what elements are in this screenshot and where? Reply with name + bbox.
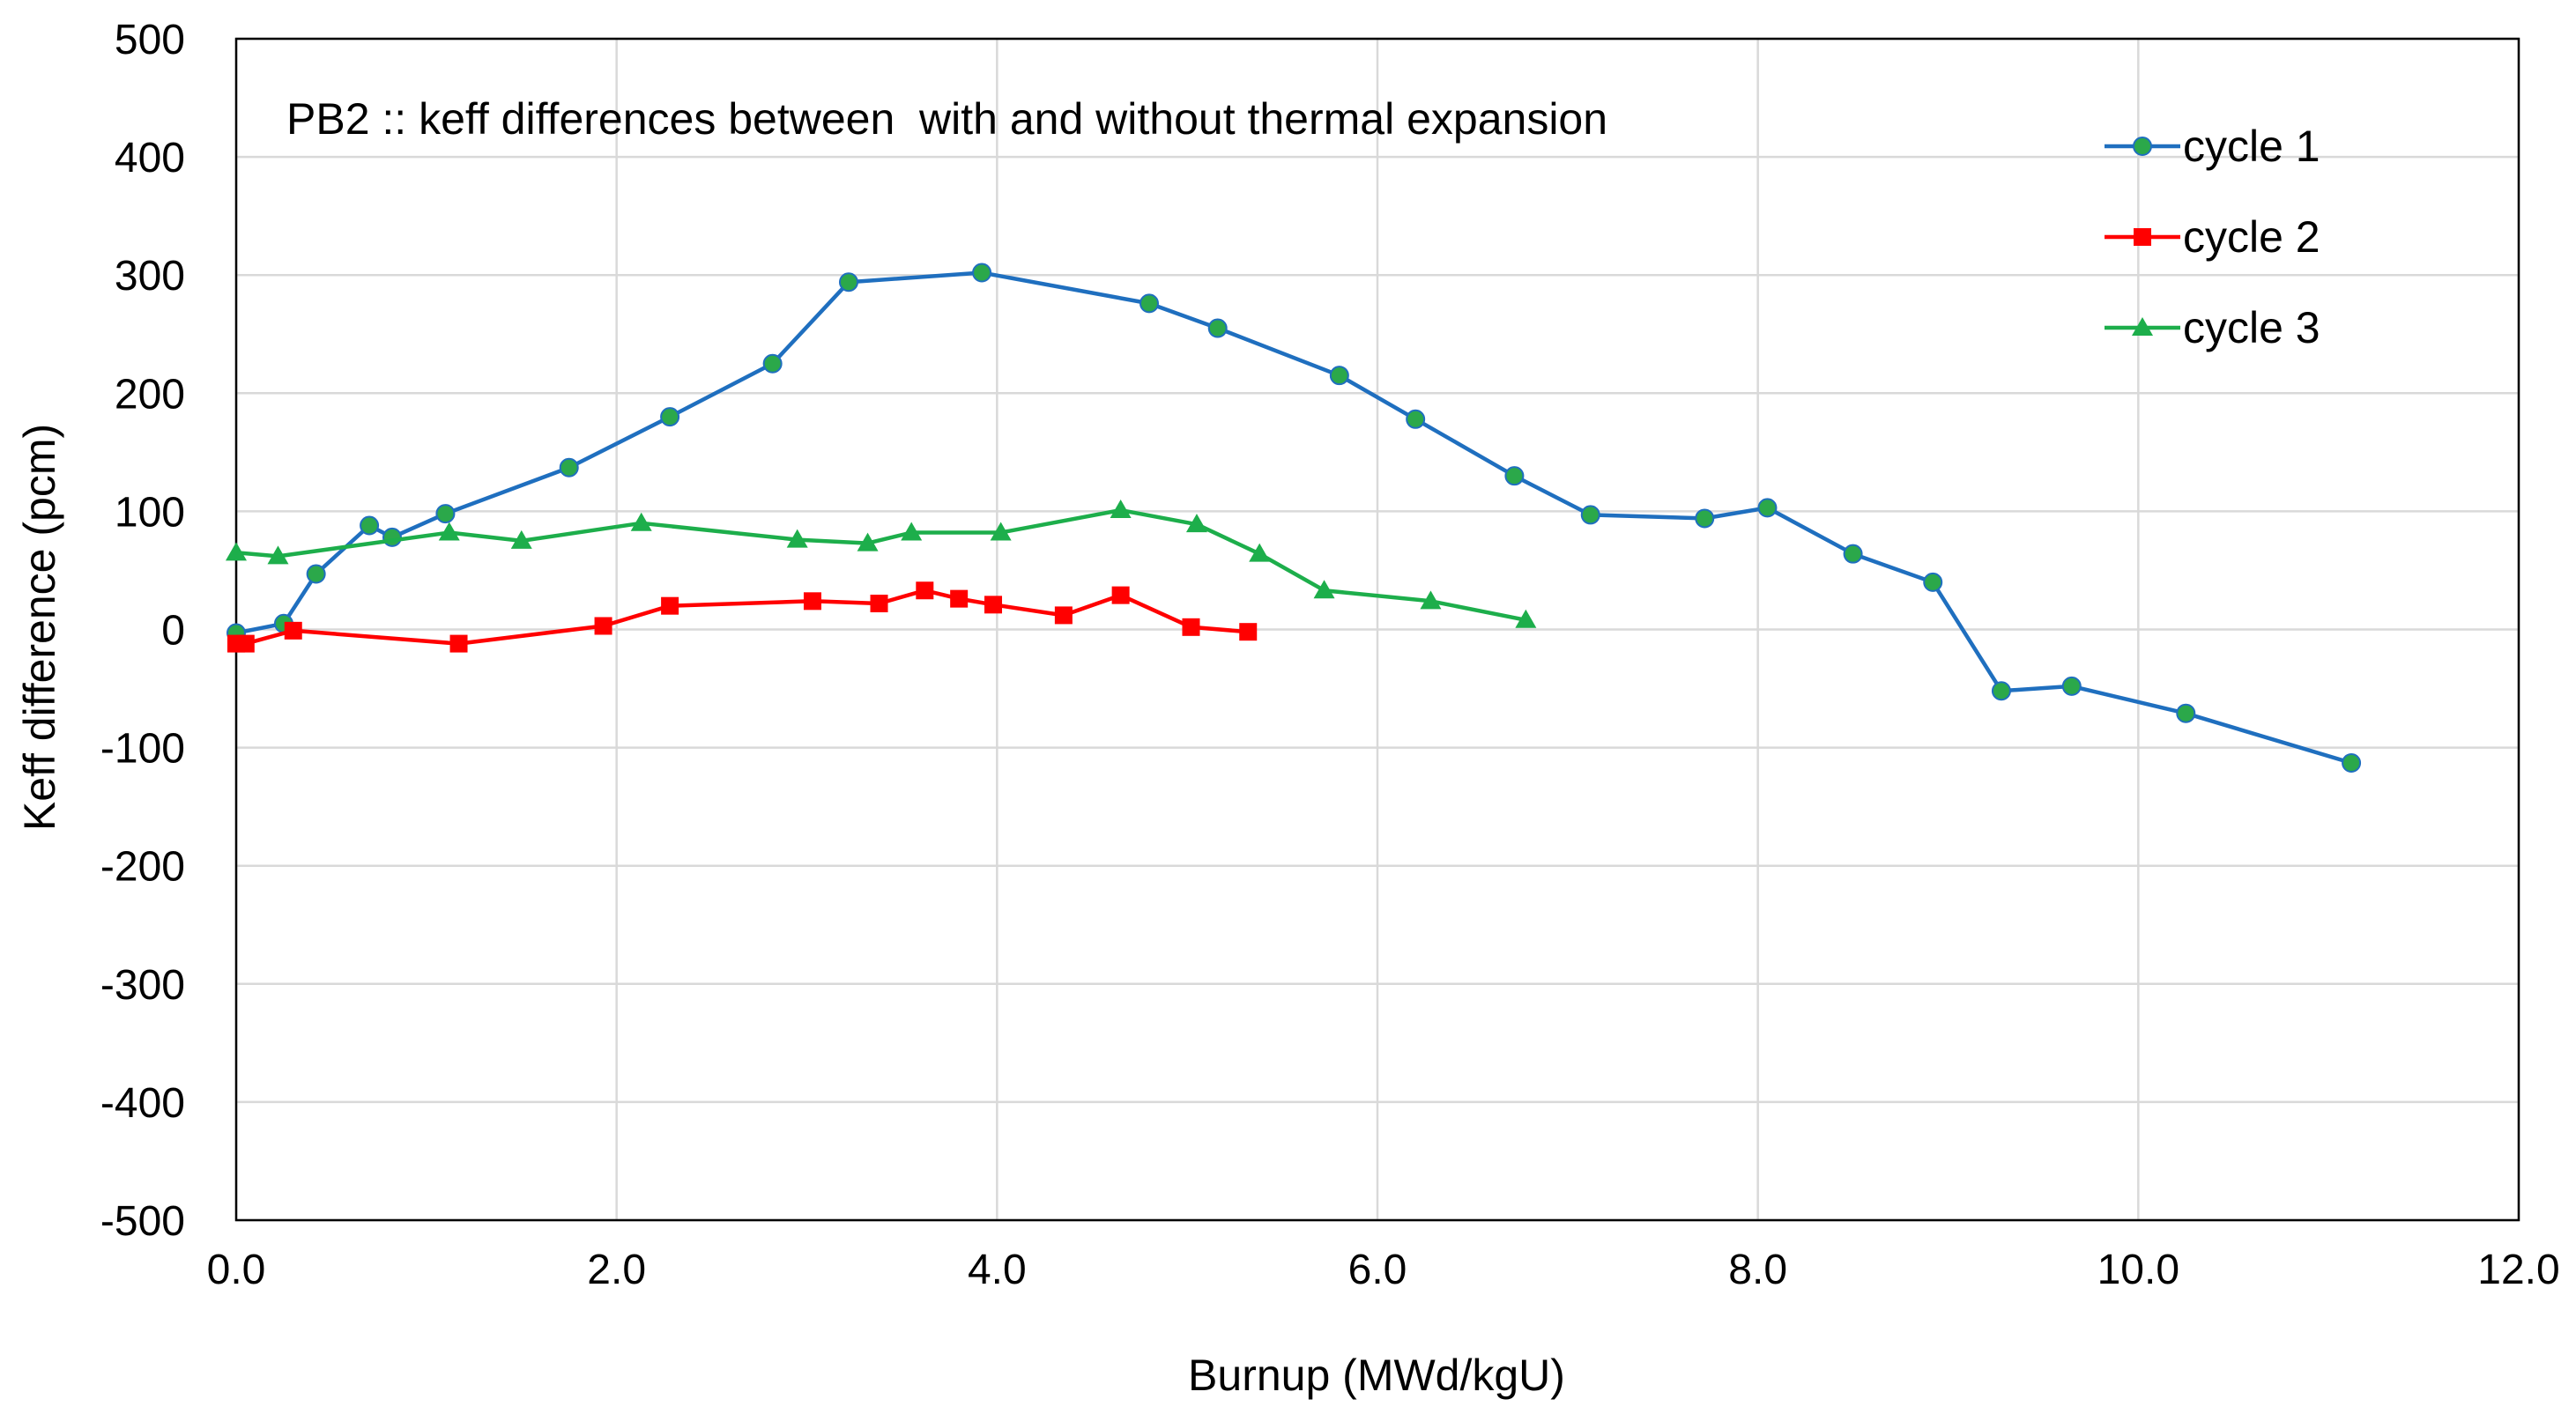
y-tick-label: 0 <box>161 608 185 655</box>
data-point <box>870 594 888 612</box>
series <box>226 263 2362 774</box>
legend-item: cycle 2 <box>2105 212 2320 262</box>
data-point <box>1757 498 1778 518</box>
y-tick-label: -100 <box>100 726 185 773</box>
data-point <box>786 529 808 548</box>
x-tick-label: 0.0 <box>207 1247 266 1293</box>
data-point <box>559 457 579 478</box>
data-point <box>972 263 992 283</box>
data-point <box>1239 623 1258 641</box>
data-point <box>1111 586 1130 604</box>
legend-item: cycle 3 <box>2105 303 2320 352</box>
data-point <box>594 617 612 635</box>
series-cycle-1 <box>226 263 2362 774</box>
y-tick-label: 500 <box>115 17 185 63</box>
series-cycle-2 <box>227 581 1258 653</box>
y-tick-label: -200 <box>100 844 185 891</box>
chart-title: PB2 :: keff differences between with and… <box>286 94 1607 144</box>
data-point <box>1923 572 1943 592</box>
data-point <box>950 589 969 608</box>
x-tick-label: 12.0 <box>2477 1247 2559 1293</box>
data-point <box>2176 703 2196 723</box>
data-point <box>226 542 247 561</box>
y-tick-label: 400 <box>115 135 185 181</box>
data-point <box>1329 366 1349 386</box>
y-tick-label: 300 <box>115 253 185 300</box>
x-tick-label: 8.0 <box>1728 1247 1787 1293</box>
x-tick-label: 6.0 <box>1348 1247 1407 1293</box>
data-point <box>901 522 923 541</box>
y-tick-label: 100 <box>115 489 185 536</box>
y-tick-label: -500 <box>100 1198 185 1245</box>
data-point <box>984 596 1003 614</box>
data-point <box>267 545 289 565</box>
data-point <box>838 272 858 292</box>
data-point <box>1110 500 1132 519</box>
legend-label: cycle 1 <box>2183 122 2320 171</box>
data-point <box>1695 508 1715 529</box>
data-point <box>1420 590 1442 610</box>
data-point <box>449 634 468 653</box>
data-point <box>1249 543 1271 562</box>
legend-item: cycle 1 <box>2105 122 2320 171</box>
data-point <box>360 515 380 536</box>
data-point <box>630 512 652 531</box>
legend-label: cycle 2 <box>2183 212 2320 262</box>
data-point <box>435 504 456 524</box>
data-point <box>382 527 402 547</box>
data-point <box>1843 544 1863 564</box>
y-tick-label: -400 <box>100 1080 185 1127</box>
data-point <box>1991 681 2011 701</box>
legend-marker <box>2133 137 2152 156</box>
legend-marker <box>2132 317 2153 336</box>
data-point <box>1185 514 1207 533</box>
data-point <box>510 529 532 549</box>
x-tick-label: 4.0 <box>968 1247 1027 1293</box>
data-point <box>1182 618 1200 636</box>
data-point <box>1580 505 1600 525</box>
x-tick-label: 10.0 <box>2097 1247 2179 1293</box>
x-axis-title: Burnup (MWd/kgU) <box>1188 1351 1565 1400</box>
data-point <box>1140 293 1159 314</box>
y-axis-title: Keff difference (pcm) <box>15 424 64 831</box>
data-point <box>236 634 255 653</box>
data-point <box>661 596 679 615</box>
data-point <box>284 621 302 640</box>
legend-marker <box>2134 228 2151 246</box>
data-point <box>2342 753 2362 774</box>
data-point <box>306 564 326 584</box>
legend: cycle 1 cycle 2 cycle 3 <box>2105 122 2320 352</box>
data-point <box>1406 409 1426 429</box>
data-point <box>803 592 821 611</box>
tick-labels: 500 400 300 200 100 0 -100 -200 -300 -400 -500 0.0 2… <box>100 17 2560 1293</box>
data-point <box>857 532 879 552</box>
data-point <box>1515 609 1537 628</box>
data-point <box>660 407 680 427</box>
y-tick-label: -300 <box>100 962 185 1009</box>
data-point <box>762 353 783 374</box>
data-point <box>1504 466 1525 486</box>
data-point <box>1313 580 1335 599</box>
data-point <box>1054 606 1073 625</box>
data-point <box>2061 676 2082 696</box>
data-point <box>1207 318 1228 338</box>
y-tick-label: 200 <box>115 371 185 418</box>
data-point <box>916 581 934 600</box>
x-tick-label: 2.0 <box>587 1247 646 1293</box>
data-point <box>438 522 460 541</box>
data-point <box>990 522 1012 541</box>
series-cycle-3 <box>226 500 1537 628</box>
legend-label: cycle 3 <box>2183 303 2320 352</box>
